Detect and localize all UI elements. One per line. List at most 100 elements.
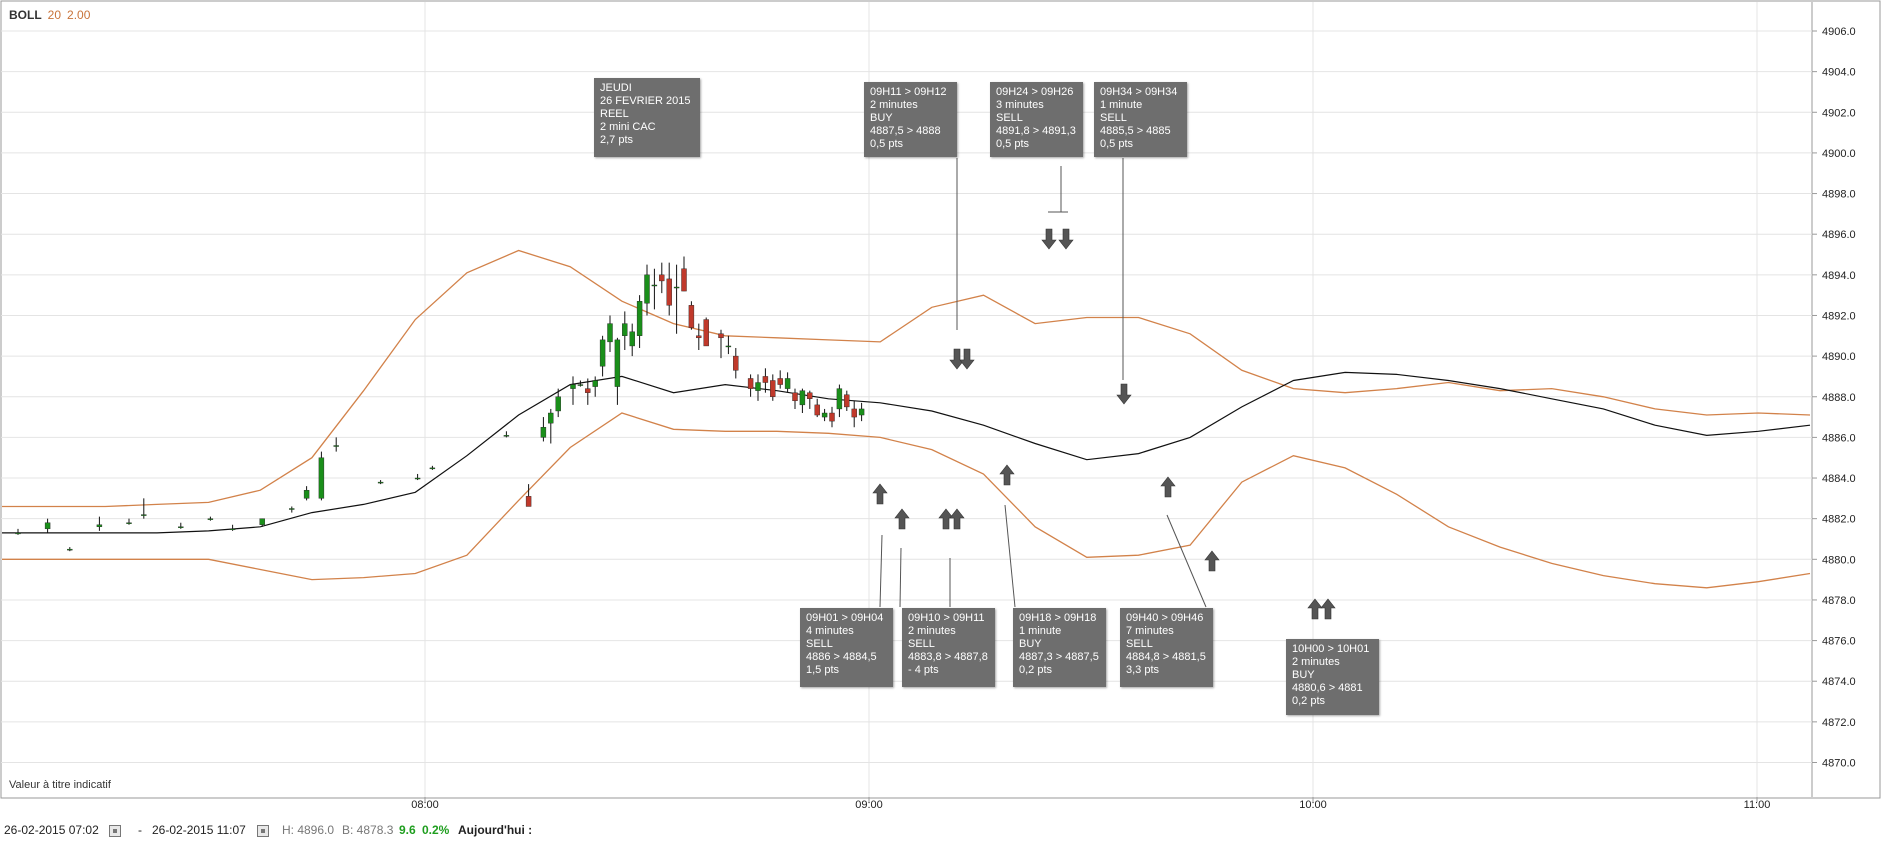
candle-body bbox=[525, 496, 532, 507]
indicator-legend: BOLL 20 2.00 bbox=[9, 8, 90, 22]
candle-body bbox=[666, 278, 672, 306]
candle bbox=[303, 486, 310, 501]
change-value: 9.6 bbox=[399, 823, 416, 837]
sell-arrow-icon bbox=[959, 348, 975, 370]
candle-body bbox=[747, 378, 754, 389]
candle-body bbox=[44, 522, 51, 530]
candle bbox=[178, 522, 184, 529]
calendar-to-icon[interactable] bbox=[257, 825, 269, 837]
candle-body bbox=[333, 445, 339, 447]
annotation-line: 4883,8 > 4887,8 bbox=[908, 651, 988, 663]
low-value: B: 4878.3 bbox=[342, 823, 394, 837]
candle bbox=[126, 518, 132, 525]
annotation-line: 4880,6 > 4881 bbox=[1292, 682, 1363, 694]
buy-arrow-icon bbox=[1204, 550, 1220, 572]
y-tick-label: 4878.0 bbox=[1822, 595, 1856, 607]
annotation-line: 0,2 pts bbox=[1019, 664, 1053, 676]
indicator-period: 20 bbox=[47, 8, 62, 22]
candle bbox=[718, 329, 724, 359]
candle-body bbox=[414, 477, 421, 480]
candle-body bbox=[807, 392, 813, 399]
annotation-line: BUY bbox=[1019, 638, 1042, 650]
status-bar: 26-02-2015 07:02 - 26-02-2015 11:07 H: 4… bbox=[0, 822, 1881, 843]
candle-body bbox=[733, 355, 739, 371]
candle bbox=[525, 484, 532, 507]
annotation-line: 2 mini CAC bbox=[600, 121, 656, 133]
candle bbox=[681, 256, 687, 292]
candle bbox=[792, 388, 798, 409]
candle-body bbox=[303, 490, 310, 499]
candle bbox=[96, 516, 103, 531]
candle-body bbox=[770, 380, 776, 397]
candle-body bbox=[636, 301, 643, 336]
trade-annotation-box: JEUDI 26 FEVRIER 2015 REEL 2 mini CAC 2,7 pt… bbox=[594, 78, 700, 157]
annotation-line: 7 minutes bbox=[1126, 625, 1174, 637]
y-tick-label: 4896.0 bbox=[1822, 229, 1856, 241]
candle bbox=[577, 380, 584, 387]
x-tick-label: 08:00 bbox=[411, 799, 439, 811]
y-tick-label: 4894.0 bbox=[1822, 270, 1856, 282]
candle-body bbox=[548, 412, 554, 424]
y-tick-label: 4902.0 bbox=[1822, 107, 1856, 119]
calendar-from-icon[interactable] bbox=[109, 825, 121, 837]
candle-body bbox=[851, 408, 857, 418]
x-tick-label: 11:00 bbox=[1744, 799, 1771, 811]
y-tick-label: 4898.0 bbox=[1822, 189, 1856, 201]
annotation-line: 1 minute bbox=[1100, 99, 1143, 111]
plot-frame bbox=[0, 0, 1881, 799]
candle bbox=[755, 374, 761, 401]
trade-annotation-box: 09H40 > 09H46 7 minutes SELL 4884,8 > 4881,… bbox=[1120, 608, 1213, 687]
candle-body bbox=[688, 305, 695, 328]
annotation-line: BUY bbox=[870, 112, 893, 124]
annotation-line: 09H01 > 09H04 bbox=[806, 612, 884, 624]
candle-body bbox=[644, 274, 650, 304]
candle-body bbox=[725, 345, 732, 348]
y-tick-label: 4890.0 bbox=[1822, 351, 1856, 363]
trade-annotation-box: 09H34 > 09H34 1 minute SELL 4885,5 > 4885 0,… bbox=[1094, 82, 1187, 157]
sell-arrow-icon bbox=[1058, 228, 1074, 250]
annotation-line: 3,3 pts bbox=[1126, 664, 1160, 676]
annotation-line: 4886 > 4884,5 bbox=[806, 651, 877, 663]
candle bbox=[207, 516, 214, 521]
trade-annotation-box: 09H01 > 09H04 4 minutes SELL 4886 > 4884,5 1… bbox=[800, 608, 893, 687]
candle bbox=[659, 262, 665, 294]
range-to-date: 26-02-2015 11:07 bbox=[152, 823, 246, 837]
candle-body bbox=[570, 384, 576, 389]
candle bbox=[770, 374, 776, 401]
candle-body bbox=[141, 514, 147, 516]
candle-body bbox=[15, 532, 21, 535]
annotation-line: 4 minutes bbox=[806, 625, 854, 637]
trade-annotation-box: 09H11 > 09H12 2 minutes BUY 4887,5 > 4888 0,… bbox=[864, 82, 957, 157]
candle bbox=[784, 372, 791, 393]
candle bbox=[747, 374, 754, 397]
y-tick-label: 4900.0 bbox=[1822, 148, 1856, 160]
candle-body bbox=[829, 412, 835, 422]
candle bbox=[703, 317, 709, 347]
candle bbox=[607, 315, 613, 353]
buy-arrow-icon bbox=[894, 508, 910, 530]
annotation-line: SELL bbox=[1100, 112, 1127, 124]
y-tick-label: 4874.0 bbox=[1822, 676, 1856, 688]
annotation-line: 4887,3 > 4887,5 bbox=[1019, 651, 1099, 663]
candle-body bbox=[696, 335, 702, 339]
candle-body bbox=[377, 481, 384, 484]
y-tick-label: 4870.0 bbox=[1822, 758, 1856, 770]
annotation-line: 2 minutes bbox=[1292, 656, 1340, 668]
candle-body bbox=[622, 323, 628, 336]
annotation-line: SELL bbox=[996, 112, 1023, 124]
candle-body bbox=[96, 524, 103, 527]
candle-body bbox=[540, 427, 547, 438]
annotation-line: 4885,5 > 4885 bbox=[1100, 125, 1171, 137]
candle bbox=[333, 437, 339, 452]
range-from-date: 26-02-2015 07:02 bbox=[4, 823, 99, 837]
buy-arrow-icon bbox=[999, 464, 1015, 486]
candle-body bbox=[555, 396, 561, 412]
candle-body bbox=[577, 384, 584, 386]
candle-body bbox=[799, 390, 806, 406]
bollinger-lower-band bbox=[2, 412, 1811, 589]
annotation-line: 09H34 > 09H34 bbox=[1100, 86, 1178, 98]
sell-arrow-icon bbox=[1041, 228, 1057, 250]
bollinger-middle-band bbox=[2, 371, 1811, 534]
candle bbox=[548, 408, 554, 444]
annotation-connector bbox=[899, 547, 902, 608]
